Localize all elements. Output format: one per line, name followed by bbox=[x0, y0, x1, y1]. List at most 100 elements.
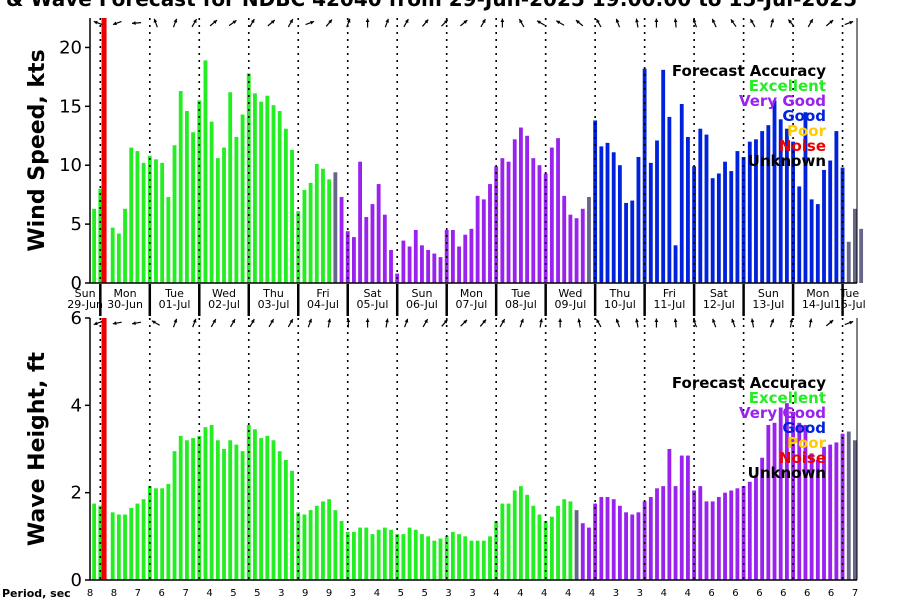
bar bbox=[661, 69, 666, 283]
day-name: Sun bbox=[411, 287, 432, 300]
period-value: 8 bbox=[111, 588, 117, 599]
bar bbox=[327, 499, 332, 580]
day-name: Sun bbox=[758, 287, 779, 300]
legend-item: Noise bbox=[779, 137, 826, 155]
bar bbox=[166, 197, 171, 283]
legend-item: Very Good bbox=[739, 404, 826, 422]
bar bbox=[110, 227, 115, 283]
bar bbox=[611, 152, 616, 283]
direction-arrow-head bbox=[346, 318, 351, 323]
direction-arrow-head bbox=[712, 18, 716, 23]
bar bbox=[636, 512, 641, 580]
bar bbox=[562, 195, 567, 283]
direction-arrow-head bbox=[463, 319, 468, 324]
y-tick-label: 5 bbox=[71, 214, 82, 235]
bar bbox=[253, 429, 257, 580]
y-axis-label: Wave Height, ft bbox=[25, 351, 50, 546]
direction-arrow-head bbox=[556, 20, 561, 25]
bar bbox=[265, 95, 270, 283]
day-date: 15-Jul bbox=[834, 298, 866, 311]
direction-arrow-head bbox=[692, 18, 697, 23]
bar bbox=[500, 503, 505, 580]
day-name: Fri bbox=[316, 287, 329, 300]
direction-arrow-head bbox=[404, 318, 409, 323]
direction-arrow-head bbox=[443, 19, 448, 24]
bar bbox=[407, 527, 412, 580]
direction-arrow-head bbox=[673, 18, 678, 23]
bar bbox=[741, 156, 746, 283]
bar bbox=[859, 228, 864, 283]
bar bbox=[450, 531, 455, 580]
direction-arrow-head bbox=[346, 18, 351, 23]
bar bbox=[673, 486, 678, 580]
bar bbox=[556, 505, 560, 580]
bar bbox=[308, 182, 313, 283]
legend-title: Forecast Accuracy bbox=[672, 62, 826, 80]
bar bbox=[129, 507, 134, 580]
bar bbox=[457, 246, 461, 283]
direction-arrow-head bbox=[712, 318, 716, 323]
bar bbox=[308, 510, 313, 580]
bar bbox=[488, 536, 492, 580]
bar bbox=[754, 475, 758, 580]
legend-item: Good bbox=[782, 107, 826, 125]
bar bbox=[642, 501, 647, 580]
bar bbox=[648, 162, 653, 283]
bar bbox=[246, 424, 251, 580]
bar bbox=[778, 407, 783, 580]
bar bbox=[184, 440, 189, 580]
period-value: 6 bbox=[828, 588, 834, 599]
bar bbox=[184, 111, 189, 283]
bar bbox=[692, 166, 697, 283]
direction-arrow-head bbox=[730, 19, 735, 24]
bar bbox=[667, 116, 672, 284]
bar bbox=[828, 160, 833, 283]
bar bbox=[382, 527, 387, 580]
bar bbox=[376, 529, 381, 580]
bar bbox=[599, 146, 604, 283]
direction-arrow-head bbox=[385, 318, 389, 323]
bar bbox=[611, 499, 616, 580]
bar bbox=[389, 250, 393, 283]
bar bbox=[766, 125, 771, 284]
bar bbox=[110, 512, 115, 580]
day-date: 14-Jul bbox=[802, 298, 834, 311]
direction-arrow-head bbox=[289, 19, 293, 24]
bar bbox=[160, 162, 165, 283]
direction-arrow-head bbox=[615, 18, 620, 23]
bar bbox=[840, 433, 845, 580]
period-row: Period, sec 8 8 7 6 7 4 5 5 3 9 9 3 4 5 5 3 3 4 4 4 4 4 3 3 4 4 6 6 6… bbox=[2, 587, 858, 600]
bar bbox=[352, 531, 356, 580]
bar bbox=[302, 514, 307, 580]
bar bbox=[549, 147, 554, 283]
direction-arrow-head bbox=[519, 19, 523, 24]
period-value: 4 bbox=[541, 588, 547, 599]
bar bbox=[339, 521, 344, 580]
direction-arrow-head bbox=[310, 20, 315, 25]
bar bbox=[222, 147, 226, 283]
bar bbox=[481, 540, 486, 580]
bar bbox=[853, 208, 857, 283]
day-date: 02-Jul bbox=[208, 298, 240, 311]
legend-item: Poor bbox=[787, 122, 827, 140]
bar bbox=[215, 158, 220, 283]
bar bbox=[92, 503, 97, 580]
bar bbox=[599, 497, 604, 580]
bar bbox=[376, 184, 381, 283]
bar bbox=[531, 158, 536, 283]
bar bbox=[760, 457, 765, 580]
bar bbox=[438, 538, 443, 580]
direction-arrow-head bbox=[849, 20, 854, 25]
bar bbox=[809, 199, 814, 283]
direction-arrow-head bbox=[365, 18, 370, 23]
period-value: 9 bbox=[326, 588, 332, 599]
bar bbox=[339, 197, 344, 283]
bar bbox=[228, 92, 233, 283]
bar bbox=[605, 497, 610, 580]
direction-arrow-head bbox=[193, 19, 197, 24]
period-value: 3 bbox=[613, 588, 619, 599]
bar bbox=[228, 440, 233, 580]
bar bbox=[172, 145, 177, 283]
